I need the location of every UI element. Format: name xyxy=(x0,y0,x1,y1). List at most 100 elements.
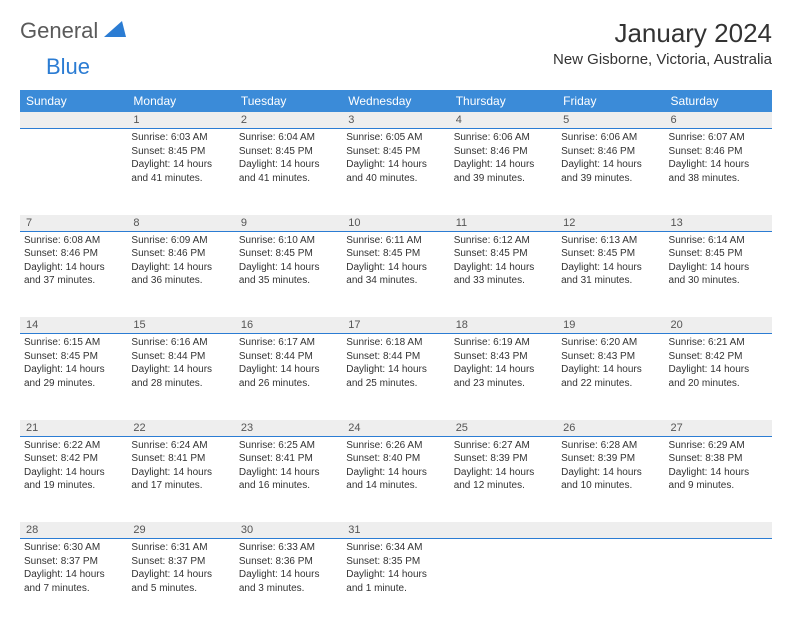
logo-triangle-icon xyxy=(104,21,126,42)
day-number: 3 xyxy=(342,112,449,129)
day-cell-line: and 19 minutes. xyxy=(24,479,123,493)
day-cell-line: Sunset: 8:45 PM xyxy=(346,247,445,261)
day-number: 14 xyxy=(20,317,127,334)
day-cell-line: Sunset: 8:39 PM xyxy=(454,452,553,466)
weekday-header: Thursday xyxy=(450,90,557,112)
day-cell-line: Sunrise: 6:14 AM xyxy=(669,234,768,248)
day-cell-line: and 9 minutes. xyxy=(669,479,768,493)
day-cell: Sunrise: 6:13 AMSunset: 8:45 PMDaylight:… xyxy=(557,231,664,317)
day-cell-line: Sunset: 8:45 PM xyxy=(669,247,768,261)
day-cell-line: and 39 minutes. xyxy=(561,172,660,186)
day-cell-line: Sunrise: 6:29 AM xyxy=(669,439,768,453)
day-cell: Sunrise: 6:12 AMSunset: 8:45 PMDaylight:… xyxy=(450,231,557,317)
day-cell-line: Sunrise: 6:12 AM xyxy=(454,234,553,248)
day-cell-line: and 26 minutes. xyxy=(239,377,338,391)
day-cell-line: Daylight: 14 hours xyxy=(454,363,553,377)
day-cell-line: Daylight: 14 hours xyxy=(454,466,553,480)
day-number-row: 78910111213 xyxy=(20,215,772,232)
day-cell-line: Sunset: 8:45 PM xyxy=(561,247,660,261)
day-cell-line: Sunset: 8:40 PM xyxy=(346,452,445,466)
day-cell-line: Daylight: 14 hours xyxy=(24,466,123,480)
day-cell-line: Sunset: 8:45 PM xyxy=(239,145,338,159)
day-number: 15 xyxy=(127,317,234,334)
day-number: 5 xyxy=(557,112,664,129)
day-cell-line: and 20 minutes. xyxy=(669,377,768,391)
day-number-row: 28293031 xyxy=(20,522,772,539)
day-cell-line: Daylight: 14 hours xyxy=(454,158,553,172)
day-cell-line: Sunrise: 6:28 AM xyxy=(561,439,660,453)
day-cell-line: Sunrise: 6:07 AM xyxy=(669,131,768,145)
day-cell-line: Daylight: 14 hours xyxy=(561,158,660,172)
day-cell-line: Daylight: 14 hours xyxy=(239,158,338,172)
day-cell: Sunrise: 6:07 AMSunset: 8:46 PMDaylight:… xyxy=(665,129,772,215)
day-cell: Sunrise: 6:03 AMSunset: 8:45 PMDaylight:… xyxy=(127,129,234,215)
day-number: 10 xyxy=(342,215,449,232)
day-cell: Sunrise: 6:26 AMSunset: 8:40 PMDaylight:… xyxy=(342,436,449,522)
day-cell-line: Sunrise: 6:26 AM xyxy=(346,439,445,453)
weekday-header: Saturday xyxy=(665,90,772,112)
day-number: 7 xyxy=(20,215,127,232)
day-cell: Sunrise: 6:25 AMSunset: 8:41 PMDaylight:… xyxy=(235,436,342,522)
day-cell-line: Daylight: 14 hours xyxy=(346,466,445,480)
day-number: 21 xyxy=(20,420,127,437)
day-number: 4 xyxy=(450,112,557,129)
day-cell-line: and 41 minutes. xyxy=(239,172,338,186)
day-number: 23 xyxy=(235,420,342,437)
day-cell-line: Sunrise: 6:15 AM xyxy=(24,336,123,350)
day-number: 9 xyxy=(235,215,342,232)
day-cell: Sunrise: 6:19 AMSunset: 8:43 PMDaylight:… xyxy=(450,334,557,420)
day-cell-line: Sunset: 8:35 PM xyxy=(346,555,445,569)
day-cell-line: Sunrise: 6:06 AM xyxy=(561,131,660,145)
day-cell: Sunrise: 6:06 AMSunset: 8:46 PMDaylight:… xyxy=(450,129,557,215)
day-cell-line: Sunrise: 6:31 AM xyxy=(131,541,230,555)
day-cell-line: Sunrise: 6:09 AM xyxy=(131,234,230,248)
day-cell-line: Sunset: 8:45 PM xyxy=(346,145,445,159)
day-cell: Sunrise: 6:05 AMSunset: 8:45 PMDaylight:… xyxy=(342,129,449,215)
day-cell-line: Sunset: 8:44 PM xyxy=(131,350,230,364)
day-cell-line: Sunset: 8:37 PM xyxy=(24,555,123,569)
day-cell-line: and 34 minutes. xyxy=(346,274,445,288)
day-cell: Sunrise: 6:15 AMSunset: 8:45 PMDaylight:… xyxy=(20,334,127,420)
day-number-row: 123456 xyxy=(20,112,772,129)
weekday-header: Tuesday xyxy=(235,90,342,112)
day-number xyxy=(557,522,664,539)
day-cell-line: Sunrise: 6:04 AM xyxy=(239,131,338,145)
day-number: 1 xyxy=(127,112,234,129)
weekday-header: Sunday xyxy=(20,90,127,112)
day-cell: Sunrise: 6:04 AMSunset: 8:45 PMDaylight:… xyxy=(235,129,342,215)
day-number: 17 xyxy=(342,317,449,334)
day-cell-line: and 14 minutes. xyxy=(346,479,445,493)
day-cell-line: and 40 minutes. xyxy=(346,172,445,186)
day-cell: Sunrise: 6:24 AMSunset: 8:41 PMDaylight:… xyxy=(127,436,234,522)
day-cell-line: Sunset: 8:41 PM xyxy=(131,452,230,466)
day-cell-line: Sunrise: 6:05 AM xyxy=(346,131,445,145)
day-cell-line: Sunrise: 6:16 AM xyxy=(131,336,230,350)
day-number: 6 xyxy=(665,112,772,129)
day-cell-line: and 39 minutes. xyxy=(454,172,553,186)
day-cell-line: and 29 minutes. xyxy=(24,377,123,391)
day-number: 24 xyxy=(342,420,449,437)
day-cell-line: and 31 minutes. xyxy=(561,274,660,288)
day-number: 20 xyxy=(665,317,772,334)
day-cell-line: Daylight: 14 hours xyxy=(131,568,230,582)
day-number: 8 xyxy=(127,215,234,232)
day-number: 11 xyxy=(450,215,557,232)
day-cell: Sunrise: 6:27 AMSunset: 8:39 PMDaylight:… xyxy=(450,436,557,522)
day-cell-line: Sunrise: 6:33 AM xyxy=(239,541,338,555)
day-cell-line: and 16 minutes. xyxy=(239,479,338,493)
day-number: 2 xyxy=(235,112,342,129)
day-cell-line: Daylight: 14 hours xyxy=(239,568,338,582)
day-cell-line: Daylight: 14 hours xyxy=(24,363,123,377)
day-number: 22 xyxy=(127,420,234,437)
day-cell-line: Sunrise: 6:21 AM xyxy=(669,336,768,350)
day-cell-line: and 23 minutes. xyxy=(454,377,553,391)
logo-text-blue: Blue xyxy=(46,54,90,79)
day-cell-line: Daylight: 14 hours xyxy=(346,261,445,275)
day-cell-line: Sunset: 8:42 PM xyxy=(24,452,123,466)
day-cell-line: and 3 minutes. xyxy=(239,582,338,596)
day-cell-line: Sunrise: 6:25 AM xyxy=(239,439,338,453)
day-cell-line: Daylight: 14 hours xyxy=(131,158,230,172)
day-cell xyxy=(20,129,127,215)
day-cell-line: Sunset: 8:42 PM xyxy=(669,350,768,364)
day-cell-line: Sunrise: 6:17 AM xyxy=(239,336,338,350)
